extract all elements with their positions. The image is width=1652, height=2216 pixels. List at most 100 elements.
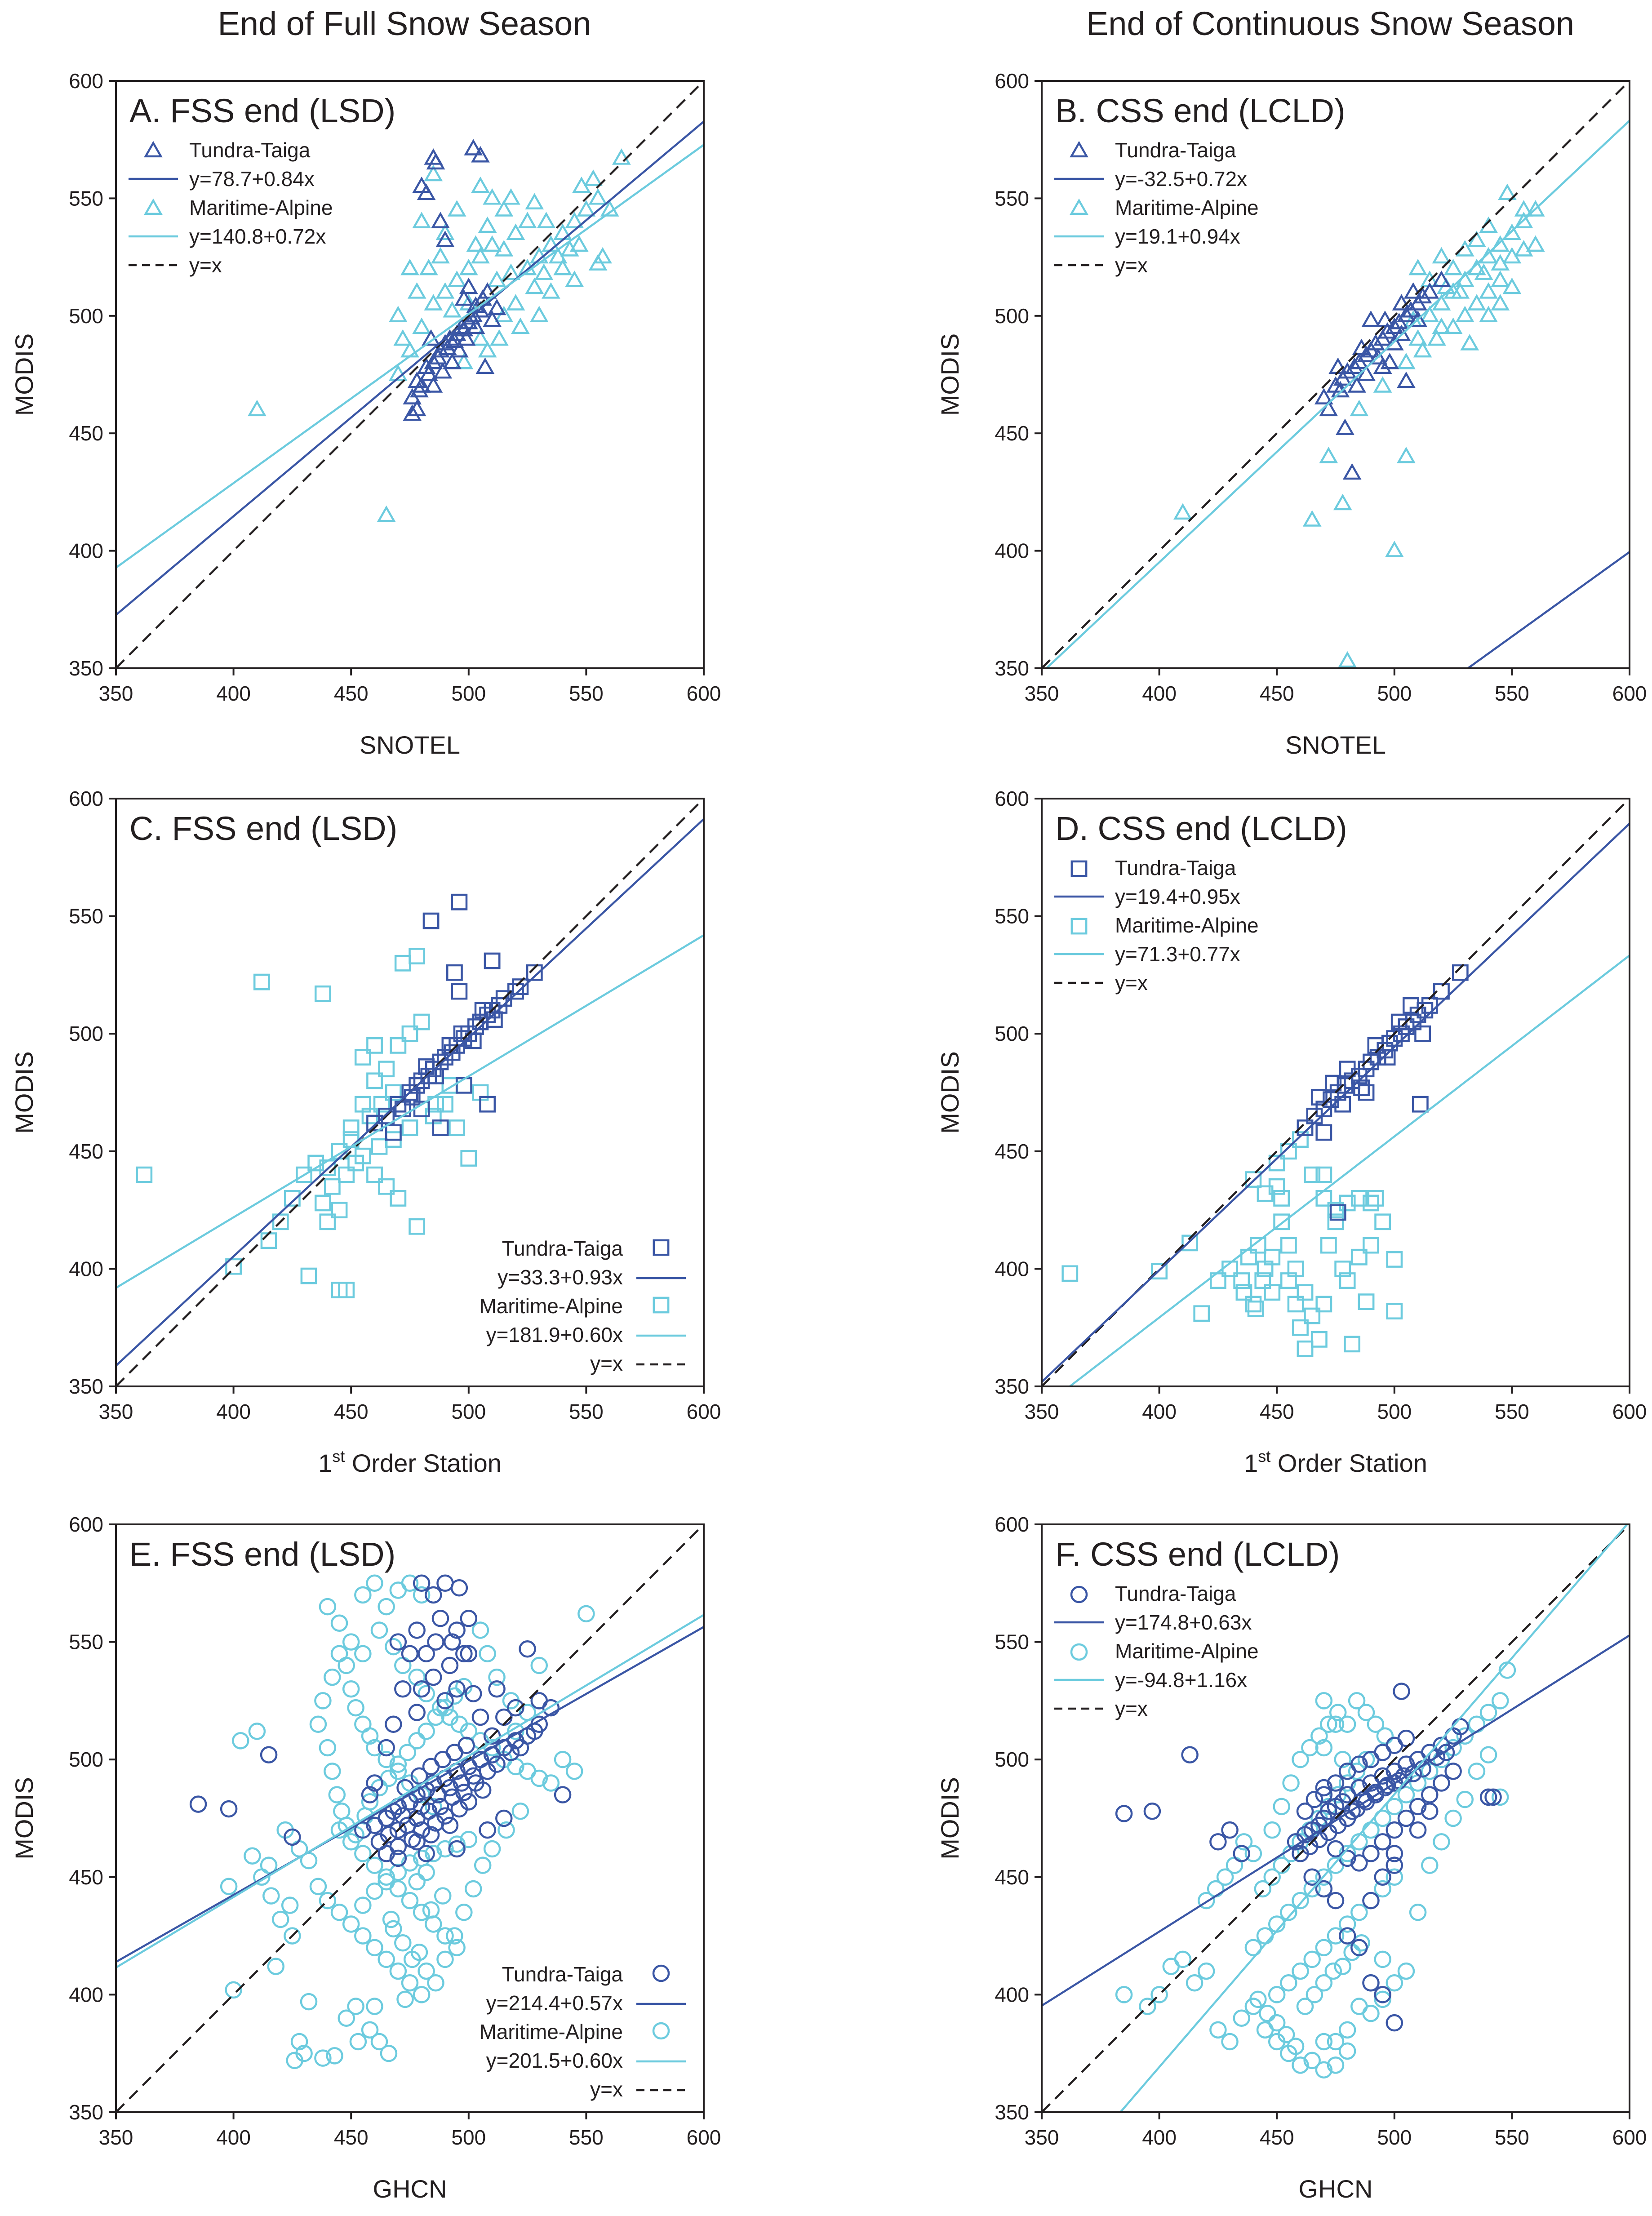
data-point	[1412, 1096, 1429, 1113]
data-point	[1348, 1763, 1366, 1780]
data-point	[377, 1598, 395, 1616]
data-point	[446, 964, 463, 981]
data-point	[1373, 357, 1392, 374]
data-point	[330, 1645, 348, 1663]
data-point	[584, 169, 603, 186]
data-point	[1209, 1833, 1227, 1851]
fit-line-tundra-taiga	[1042, 822, 1630, 1383]
x-axis-label-rest: Order Station	[1270, 1449, 1427, 1477]
x-axis-label: GHCN	[1299, 2175, 1373, 2203]
data-point	[588, 188, 608, 205]
data-point	[569, 235, 589, 252]
y-tick-label: 500	[69, 1022, 103, 1045]
plot-area	[116, 81, 704, 668]
data-point	[455, 1645, 473, 1663]
data-point	[478, 282, 497, 299]
x-axis-label-sup: st	[1258, 1447, 1270, 1465]
x-tick-label: 600	[687, 682, 721, 705]
y-tick-label: 600	[995, 69, 1029, 93]
data-point	[457, 1736, 475, 1754]
data-point	[542, 1774, 560, 1792]
data-point	[1491, 235, 1510, 252]
y-tick-label: 350	[995, 1375, 1029, 1398]
panel-title: E. FSS end (LSD)	[129, 1536, 395, 1573]
data-point	[1479, 282, 1498, 299]
data-point	[1514, 212, 1533, 228]
data-point	[314, 2049, 332, 2067]
y-tick-label: 550	[995, 905, 1029, 928]
x-axis-label: SNOTEL	[1285, 731, 1386, 759]
legend-maritime-alpine-symbol	[653, 1297, 670, 1314]
y-tick-label: 600	[69, 1513, 103, 1536]
data-point	[431, 212, 450, 228]
y-tick-label: 600	[69, 69, 103, 93]
data-point	[471, 247, 490, 264]
data-point	[1329, 1704, 1347, 1721]
y-tick-label: 400	[69, 1983, 103, 2006]
data-point	[1150, 1986, 1168, 2003]
fit-line-maritime-alpine	[1119, 1524, 1629, 2112]
x-tick-label: 600	[687, 1400, 721, 1423]
y-axis-label: MODIS	[936, 1051, 964, 1134]
data-point	[484, 952, 501, 969]
data-point	[1315, 1739, 1333, 1757]
data-point	[488, 1680, 506, 1698]
data-point	[366, 1939, 383, 1957]
legend-tundra-taiga-fit-label: y=78.7+0.84x	[189, 167, 315, 191]
data-point	[1245, 1171, 1262, 1188]
data-point	[1115, 1986, 1133, 2003]
legend-maritime-alpine-fit-label: y=140.8+0.72x	[189, 225, 326, 248]
legend-tundra-taiga-fit-label: y=33.3+0.93x	[497, 1266, 623, 1289]
legend-maritime-alpine-fit-label: y=19.1+0.94x	[1115, 225, 1240, 248]
data-point	[1367, 1190, 1384, 1207]
data-point	[432, 1119, 449, 1136]
data-point	[370, 2033, 388, 2051]
data-point	[1303, 1950, 1321, 1968]
data-point	[1302, 510, 1322, 527]
data-point	[525, 277, 544, 294]
data-point	[1287, 1296, 1304, 1313]
panel-d: 350 400 450 500 550 600 350 400 450 500 550 600 1st …	[936, 787, 1647, 1477]
data-point	[409, 1218, 426, 1235]
data-point	[1264, 1284, 1281, 1301]
y-axis-label: MODIS	[10, 333, 38, 416]
data-point	[331, 1202, 348, 1218]
data-point	[1277, 2026, 1295, 2043]
data-point	[542, 1699, 560, 1717]
data-point	[1315, 2061, 1333, 2079]
data-point	[479, 1645, 496, 1663]
legend-tundra-taiga-label: Tundra-Taiga	[502, 1237, 623, 1260]
data-point	[445, 331, 464, 348]
data-point	[1280, 1974, 1297, 1992]
data-point	[1408, 310, 1427, 327]
data-point	[612, 148, 631, 165]
data-point	[425, 1586, 442, 1604]
data-point	[1292, 1319, 1309, 1336]
data-point	[1263, 1821, 1281, 1839]
data-point	[1304, 1166, 1321, 1183]
data-point	[407, 282, 426, 299]
data-point	[1526, 235, 1545, 252]
legend-tundra-taiga-fit-label: y=174.8+0.63x	[1115, 1611, 1252, 1634]
data-point	[478, 216, 497, 233]
data-point	[1386, 1845, 1403, 1862]
data-point	[253, 973, 270, 990]
data-point	[1386, 1856, 1403, 1874]
plot-frame	[1041, 798, 1630, 1387]
y-tick-label: 400	[995, 539, 1029, 563]
data-point	[1408, 329, 1427, 346]
x-tick-label: 450	[334, 1400, 369, 1423]
data-point	[483, 235, 502, 252]
legend-identity-label: y=x	[590, 1352, 623, 1375]
data-point	[512, 978, 529, 995]
data-point	[417, 183, 436, 200]
plot-area	[116, 1524, 704, 2112]
data-point	[431, 247, 450, 264]
data-point	[377, 1739, 395, 1757]
data-point	[454, 352, 474, 369]
data-point	[1061, 1265, 1079, 1282]
panel-title: A. FSS end (LSD)	[129, 92, 395, 129]
data-point	[408, 1873, 426, 1891]
y-tick-label: 350	[995, 2101, 1029, 2124]
data-point	[1303, 1880, 1321, 1898]
